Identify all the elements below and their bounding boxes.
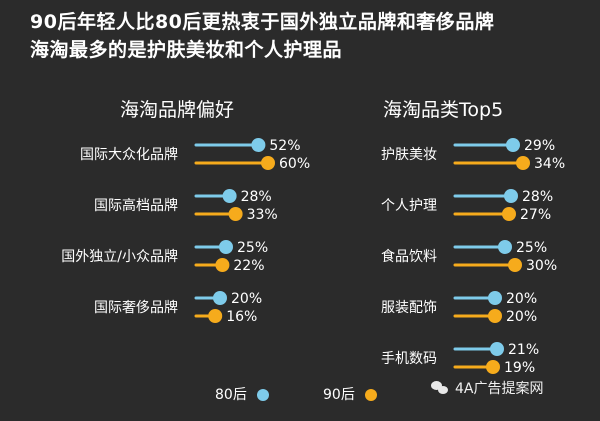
title-line-1: 90后年轻人比80后更热衷于国外独立品牌和奢侈品牌: [30, 11, 495, 33]
bar-end-dot-80: [222, 189, 237, 203]
bar-end-dot-90: [486, 360, 500, 374]
value-label-80: 25%: [237, 240, 268, 256]
chart-category-top5-title: 海淘品类Top5: [383, 99, 504, 121]
category-label: 国际奢侈品牌: [94, 299, 178, 316]
legend-item-80: 80后: [215, 385, 269, 405]
legend-label-90: 90后: [323, 387, 355, 403]
legend-item-90: 90后: [323, 385, 377, 405]
bar-end-dot-80: [488, 291, 502, 305]
category-label: 护肤美妆: [381, 147, 437, 163]
watermark-text: 4A广告提案网: [455, 381, 544, 397]
chart-brand-preference-title: 海淘品牌偏好: [120, 99, 235, 121]
bar-end-dot-80: [213, 291, 227, 305]
page-title: 90后年轻人比80后更热衷于国外独立品牌和奢侈品牌 海淘最多的是护肤美妆和个人护…: [30, 8, 494, 64]
category-label: 国外独立/小众品牌: [61, 248, 178, 265]
bar-end-dot-80: [219, 240, 233, 254]
bar-end-dot-80: [251, 138, 266, 152]
value-label-80: 20%: [506, 291, 537, 307]
bar-end-dot-90: [208, 309, 223, 323]
value-label-80: 25%: [516, 240, 547, 256]
category-label: 食品饮料: [381, 248, 437, 265]
title-line-2: 海淘最多的是护肤美妆和个人护理品: [30, 39, 343, 61]
value-label-90: 19%: [504, 360, 535, 376]
bar-end-dot-90: [261, 156, 275, 170]
value-label-80: 28%: [522, 189, 553, 205]
value-label-90: 20%: [506, 309, 537, 325]
category-label: 国际大众化品牌: [80, 146, 178, 163]
bar-end-dot-90: [502, 207, 516, 221]
bar-end-dot-80: [490, 342, 504, 356]
legend-dot-90: [364, 389, 377, 401]
value-label-90: 33%: [247, 207, 278, 223]
bar-end-dot-90: [508, 258, 522, 272]
value-label-90: 22%: [233, 258, 264, 274]
value-label-90: 27%: [520, 207, 551, 223]
value-label-80: 20%: [231, 291, 262, 307]
value-label-90: 60%: [279, 156, 310, 172]
category-label: 服装配饰: [381, 300, 437, 316]
category-label: 国际高档品牌: [94, 197, 178, 214]
wechat-icon: [431, 381, 449, 395]
bar-end-dot-90: [516, 156, 530, 170]
bar-end-dot-90: [215, 258, 230, 272]
legend-dot-80: [256, 389, 269, 401]
bar-end-dot-80: [506, 138, 520, 152]
legend-label-80: 80后: [215, 387, 247, 403]
bar-end-dot-80: [498, 240, 512, 254]
value-label-90: 34%: [534, 156, 565, 172]
bar-end-dot-90: [488, 309, 502, 323]
value-label-80: 29%: [524, 138, 555, 154]
value-label-90: 30%: [526, 258, 557, 274]
category-label: 个人护理: [381, 198, 437, 214]
bar-end-dot-90: [228, 207, 243, 221]
category-label: 手机数码: [381, 351, 437, 367]
watermark: 4A广告提案网: [431, 378, 543, 398]
bar-end-dot-80: [504, 189, 518, 203]
value-label-80: 21%: [508, 342, 539, 358]
value-label-90: 16%: [226, 309, 257, 325]
value-label-80: 52%: [269, 138, 300, 154]
value-label-80: 28%: [241, 189, 272, 205]
